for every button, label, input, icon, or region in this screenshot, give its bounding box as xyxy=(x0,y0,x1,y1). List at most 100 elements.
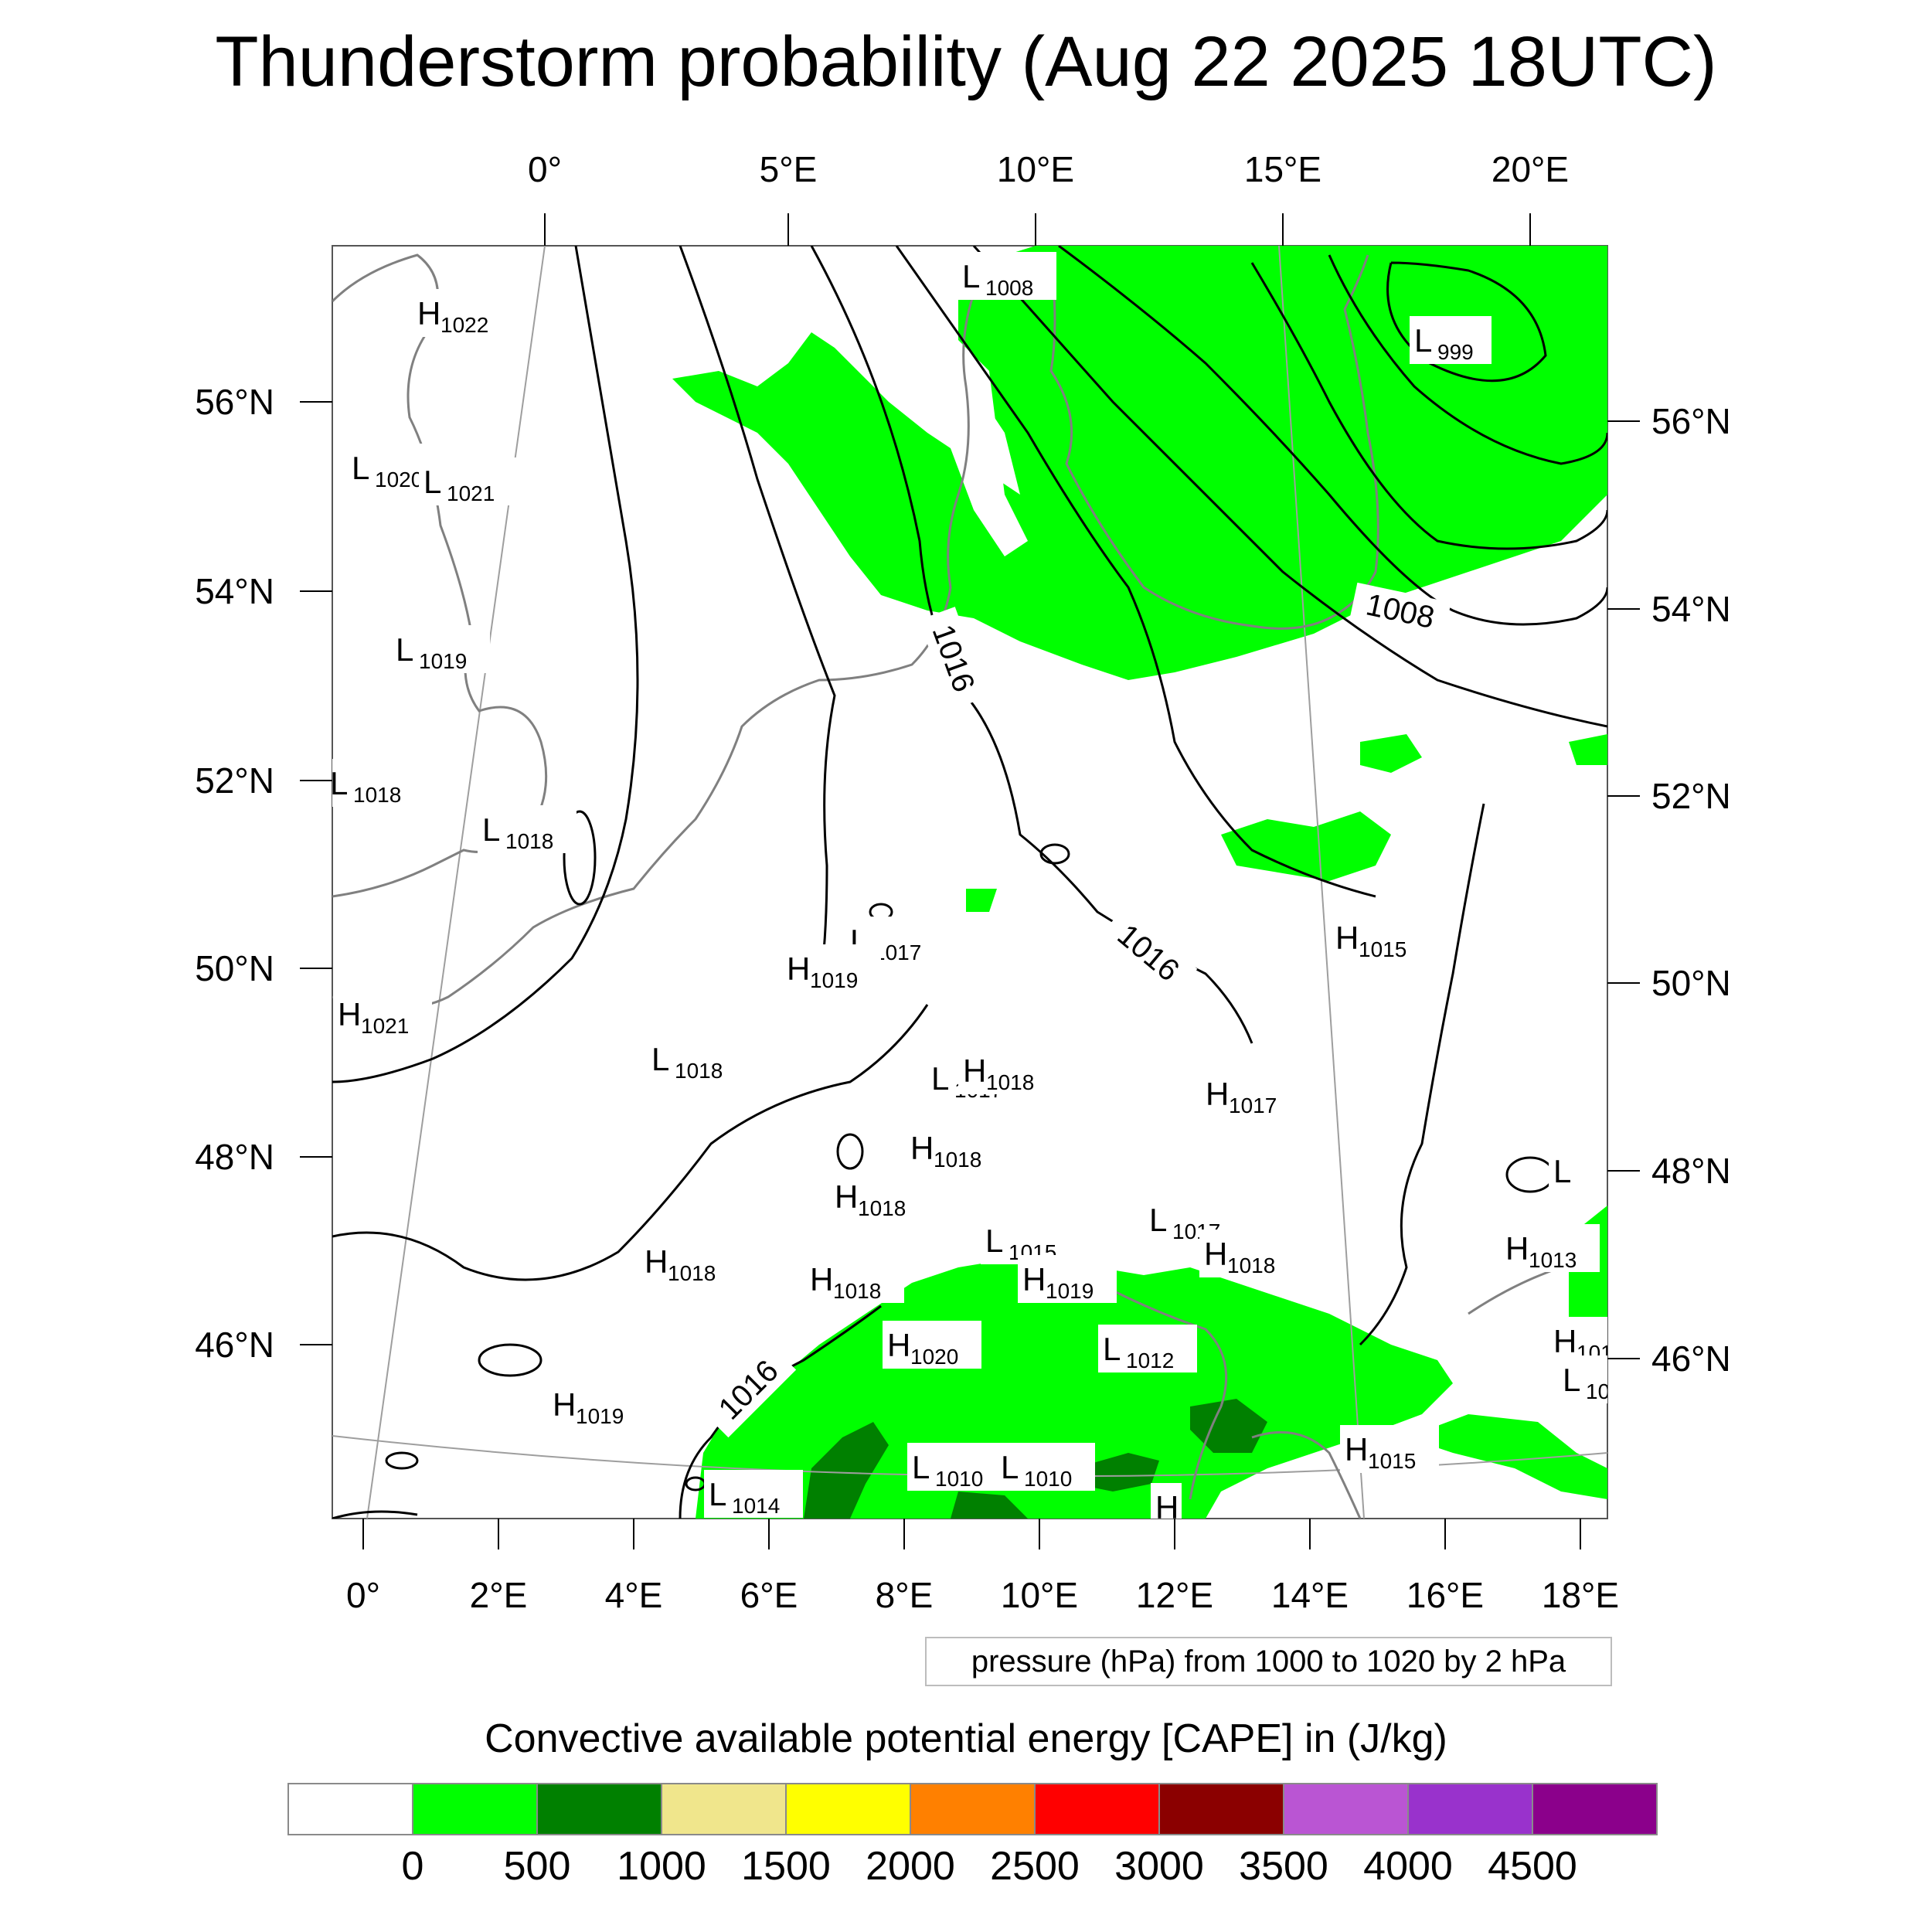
right-lat-label: 46°N xyxy=(1651,1338,1731,1379)
pressure-center-value: 1021 xyxy=(447,481,495,505)
axis-labels: 0° 5°E 10°E 15°E 20°E 0° 2°E 4°E 6°E 8°E 10°E 12°E 1… xyxy=(195,149,1731,1615)
pressure-center-bg xyxy=(548,1380,647,1428)
pressure-center-type: L xyxy=(330,765,348,801)
pressure-center-bg xyxy=(883,1321,981,1369)
bottom-lon-label: 2°E xyxy=(470,1575,528,1615)
pressure-center-low: L 10 xyxy=(1558,1355,1607,1403)
isobar-label-bg xyxy=(701,1342,797,1438)
pressure-center-value: 999 xyxy=(1437,340,1474,364)
pressure-center-value: 1013 xyxy=(1529,1248,1577,1272)
pressure-center-low: L 1010 xyxy=(907,1443,1006,1491)
colorbar-tick-label: 2000 xyxy=(866,1844,955,1889)
pressure-center-bg xyxy=(1151,1483,1182,1519)
pressure-center-bg xyxy=(478,805,577,853)
pressure-center-high: H 1018 xyxy=(640,1237,739,1285)
colorbar-swatch xyxy=(910,1783,1036,1835)
cape-area-denmark-hole xyxy=(943,340,1028,556)
pressure-center-type: L xyxy=(962,258,980,294)
pressure-center-low: L 1012 xyxy=(1098,1325,1197,1372)
isobars xyxy=(332,246,1607,1519)
bottom-lon-label: 18°E xyxy=(1542,1575,1619,1615)
pressure-center-value: 1019 xyxy=(576,1404,624,1428)
pressure-center-value: 1008 xyxy=(985,276,1033,300)
right-lat-label: 48°N xyxy=(1651,1151,1731,1191)
pressure-center-high: H 1018 xyxy=(958,1046,1057,1094)
cape-dark-patch-1 xyxy=(804,1422,889,1519)
pressure-center-low: L 1018 xyxy=(330,759,424,807)
colorbar-swatch xyxy=(661,1783,787,1835)
pressure-center-type: H xyxy=(1505,1230,1529,1267)
pressure-center-value: 1018 xyxy=(858,1196,906,1220)
pressure-center-bg xyxy=(907,1443,1006,1491)
cape-area-adriatic xyxy=(1406,1414,1607,1499)
pressure-center-type: L xyxy=(1414,322,1432,359)
pressure-center-value: 1017 xyxy=(873,940,921,964)
colorbar-swatch xyxy=(536,1783,662,1835)
pressure-center-bg xyxy=(1501,1224,1600,1272)
pressure-center-high: H 1018 xyxy=(1199,1230,1298,1277)
pressure-center-type: L xyxy=(931,1060,949,1097)
pressure-center-value: 1018 xyxy=(1227,1253,1275,1277)
cape-area-poland xyxy=(1221,811,1391,881)
pressure-center-high: H 1018 xyxy=(805,1255,904,1303)
pressure-center-type: L xyxy=(1563,1362,1580,1398)
pressure-center-value: 1017 xyxy=(1229,1094,1277,1117)
pressure-center-value: 1018 xyxy=(505,829,553,853)
pressure-center-bg xyxy=(1199,1230,1298,1277)
bottom-lon-label: 16°E xyxy=(1406,1575,1484,1615)
pressure-center-high: H xyxy=(1151,1483,1182,1526)
pressure-center-bg xyxy=(906,1124,1005,1172)
top-lon-label: 20°E xyxy=(1492,149,1569,189)
pressure-center-type: H xyxy=(553,1386,576,1423)
pressure-center-low: L 999 xyxy=(1410,316,1492,364)
left-lat-label: 48°N xyxy=(195,1137,274,1177)
cape-area-scatter-3 xyxy=(966,889,997,912)
pressure-center-type: L xyxy=(912,1449,930,1485)
pressure-center-bg xyxy=(647,1035,746,1083)
top-lon-label: 15°E xyxy=(1244,149,1321,189)
right-lat-label: 54°N xyxy=(1651,589,1731,629)
cape-area-scatter-2 xyxy=(1569,734,1607,765)
pressure-center-type: L xyxy=(1149,1202,1167,1238)
pressure-center-type: H xyxy=(1022,1261,1046,1298)
pressure-center-value: 1018 xyxy=(675,1059,723,1083)
pressure-center-type: H xyxy=(1155,1489,1179,1526)
pressure-center-type: H xyxy=(1345,1431,1368,1468)
top-lon-label: 10°E xyxy=(997,149,1074,189)
pressure-center-value: 1018 xyxy=(668,1261,716,1285)
pressure-center-high: H 1019 xyxy=(1018,1255,1117,1303)
pressure-note: pressure (hPa) from 1000 to 1020 by 2 hP… xyxy=(925,1637,1612,1686)
right-lat-label: 50°N xyxy=(1651,963,1731,1003)
colorbar-tick-label: 3000 xyxy=(1114,1844,1204,1889)
pressure-center-high: H 1017 xyxy=(1201,1070,1300,1117)
colorbar-tick-label: 500 xyxy=(504,1844,571,1889)
pressure-center-type: H xyxy=(1553,1323,1577,1359)
pressure-center-bg xyxy=(996,1443,1095,1491)
pressure-center-type: L xyxy=(1553,1153,1571,1189)
pressure-center-bg xyxy=(413,289,512,337)
pressure-center-bg xyxy=(1558,1355,1607,1403)
bottom-lon-label: 6°E xyxy=(740,1575,798,1615)
pressure-center-type: H xyxy=(835,1179,858,1215)
pressure-center-value: 1018 xyxy=(934,1148,981,1172)
pressure-center-high: H 1018 xyxy=(906,1124,1005,1172)
pressure-center-bg xyxy=(391,625,490,673)
pressure-center-high: H 1022 xyxy=(413,289,512,337)
pressure-center-high: H 1018 xyxy=(830,1172,929,1220)
cape-dark-patch-4 xyxy=(951,1492,1028,1519)
colorbar-swatch xyxy=(1283,1783,1409,1835)
isobar-small-loops xyxy=(385,810,1555,1492)
pressure-center-low: L 1010 xyxy=(996,1443,1095,1491)
pressure-center-bg xyxy=(1410,316,1492,364)
pressure-center-low: L 1018 xyxy=(478,805,577,853)
pressure-center-type: H xyxy=(887,1327,910,1363)
pressure-center-bg xyxy=(704,1470,803,1518)
pressure-center-bg xyxy=(333,990,432,1038)
pressure-center-type: L xyxy=(423,464,441,500)
pressure-center-type: H xyxy=(1206,1076,1229,1112)
colorbar: 0 500 1000 1500 2000 2500 3000 3500 4000 4500 xyxy=(287,1783,1658,1889)
colorbar-swatch xyxy=(412,1783,538,1835)
isobar-label: 1008 xyxy=(1349,582,1451,641)
